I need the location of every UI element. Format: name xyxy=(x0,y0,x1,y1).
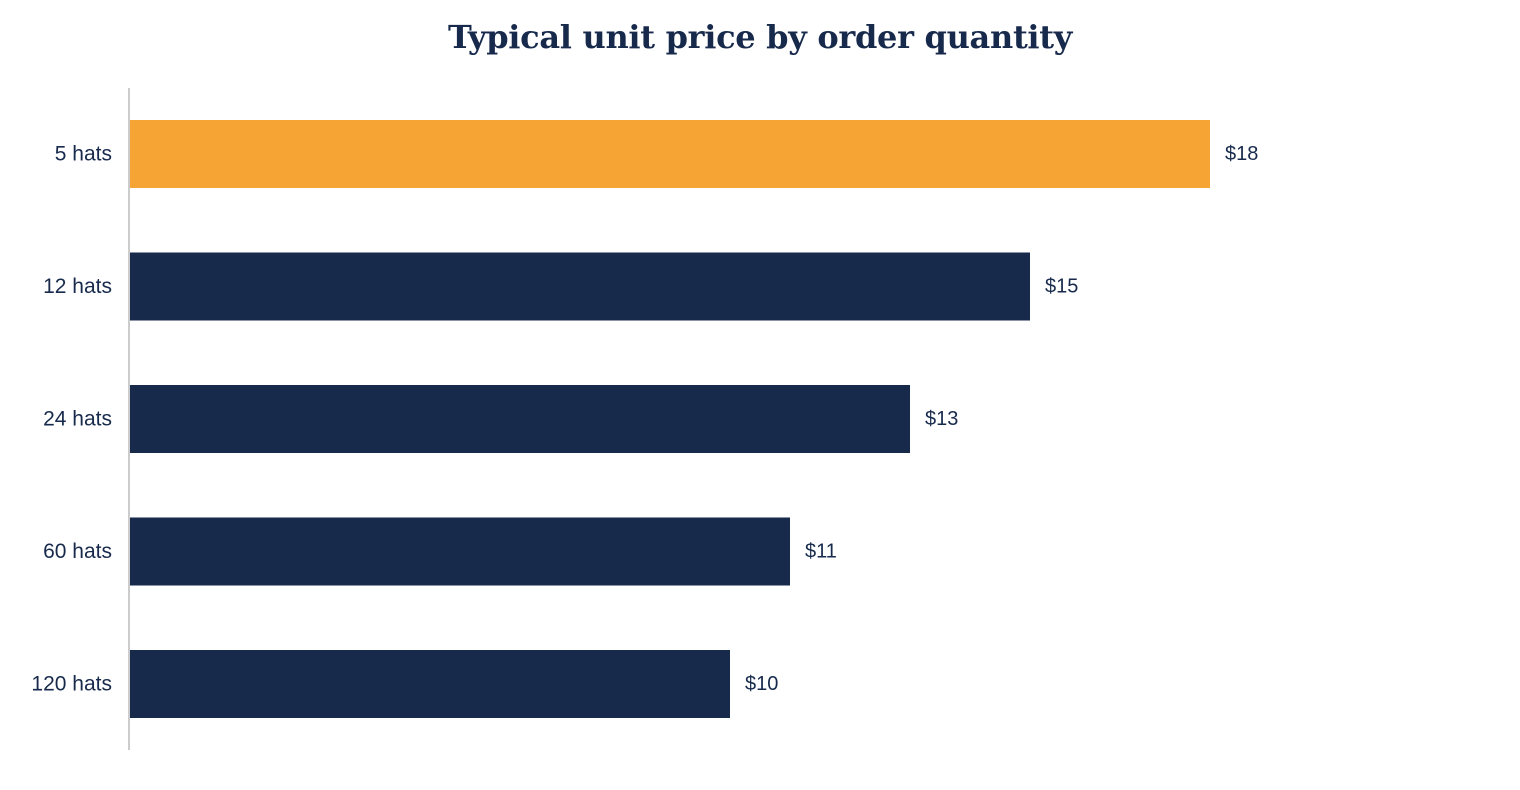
category-label: 12 hats xyxy=(43,275,112,298)
category-label: 5 hats xyxy=(55,143,112,166)
category-label: 24 hats xyxy=(43,408,112,431)
bar-24-hats xyxy=(130,385,910,453)
category-label: 60 hats xyxy=(43,540,112,563)
bar-12-hats xyxy=(130,252,1030,321)
value-label: $10 xyxy=(745,673,778,695)
bar-120-hats xyxy=(130,650,730,718)
value-label: $15 xyxy=(1045,276,1078,298)
chart-title: Typical unit price by order quantity xyxy=(447,18,1073,56)
category-label: 120 hats xyxy=(31,673,112,696)
bar-5-hats xyxy=(130,120,1210,188)
bars-group xyxy=(130,120,1210,718)
value-labels-group: $18 $15 $13 $11 $10 xyxy=(745,143,1258,695)
value-label: $11 xyxy=(805,541,837,563)
value-label: $13 xyxy=(925,408,958,430)
bar-60-hats xyxy=(130,517,790,586)
value-label: $18 xyxy=(1225,143,1258,165)
category-labels-group: 5 hats 12 hats 24 hats 60 hats 120 hats xyxy=(31,143,112,696)
